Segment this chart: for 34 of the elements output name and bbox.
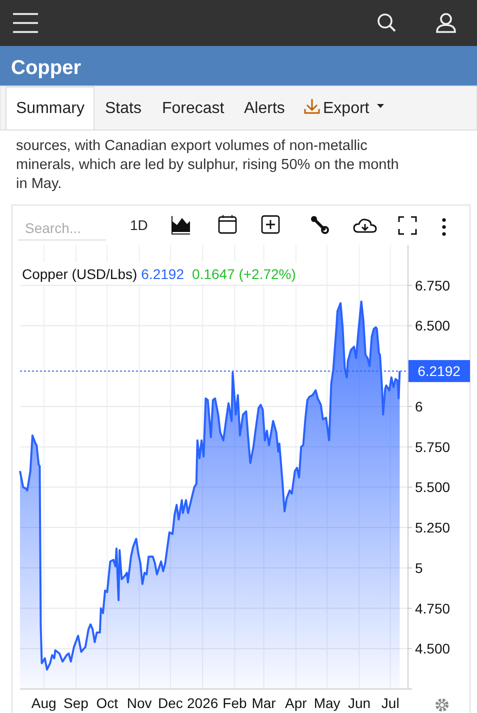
y-tick-label: 6.750 (415, 277, 450, 294)
ref-line-label: 6.2192 (418, 363, 461, 380)
x-tick-label: Jul (381, 695, 400, 711)
y-tick-label: 4.500 (415, 640, 450, 657)
x-tick-label: Feb (222, 695, 248, 711)
x-tick-label: Apr (285, 695, 308, 711)
text: Forecast (162, 100, 225, 117)
x-tick-label: Oct (96, 695, 118, 711)
annotation: 6.2192 (141, 266, 184, 282)
x-tick-label: May (314, 695, 340, 711)
y-tick-label: 5.750 (415, 438, 450, 455)
y-tick-label: 6 (415, 398, 423, 414)
y-tick-label: 5.250 (415, 520, 450, 536)
chart-subtitle: sources, with Canadian export volumes of non-metallic minerals, which are led by sulphur, rising 50% on the month in May. (16, 138, 399, 192)
text: 1D (130, 217, 148, 233)
x-tick-label: 2026 (187, 695, 218, 711)
text: Summary (16, 100, 84, 117)
text: Search... (25, 220, 82, 236)
annotation: Copper (USD/Lbs) (22, 266, 138, 282)
chart-title: Copper (11, 57, 82, 79)
y-tick-label: 5.500 (415, 479, 450, 496)
x-tick-label: Sep (64, 695, 89, 711)
y-tick-label: 6.500 (415, 318, 450, 334)
text: Alerts (244, 100, 285, 117)
x-tick-label: Mar (252, 695, 276, 711)
x-tick-label: Dec (158, 695, 183, 711)
x-tick-label: Jun (348, 695, 371, 711)
y-tick-label: 4.750 (415, 600, 450, 616)
text: Export (323, 100, 370, 117)
text: Stats (105, 100, 142, 117)
annotation: 0.1647 (+2.72%) (192, 266, 296, 282)
x-tick-label: Nov (126, 695, 152, 711)
y-tick-label: 5 (415, 560, 423, 576)
x-tick-label: Aug (31, 695, 56, 711)
